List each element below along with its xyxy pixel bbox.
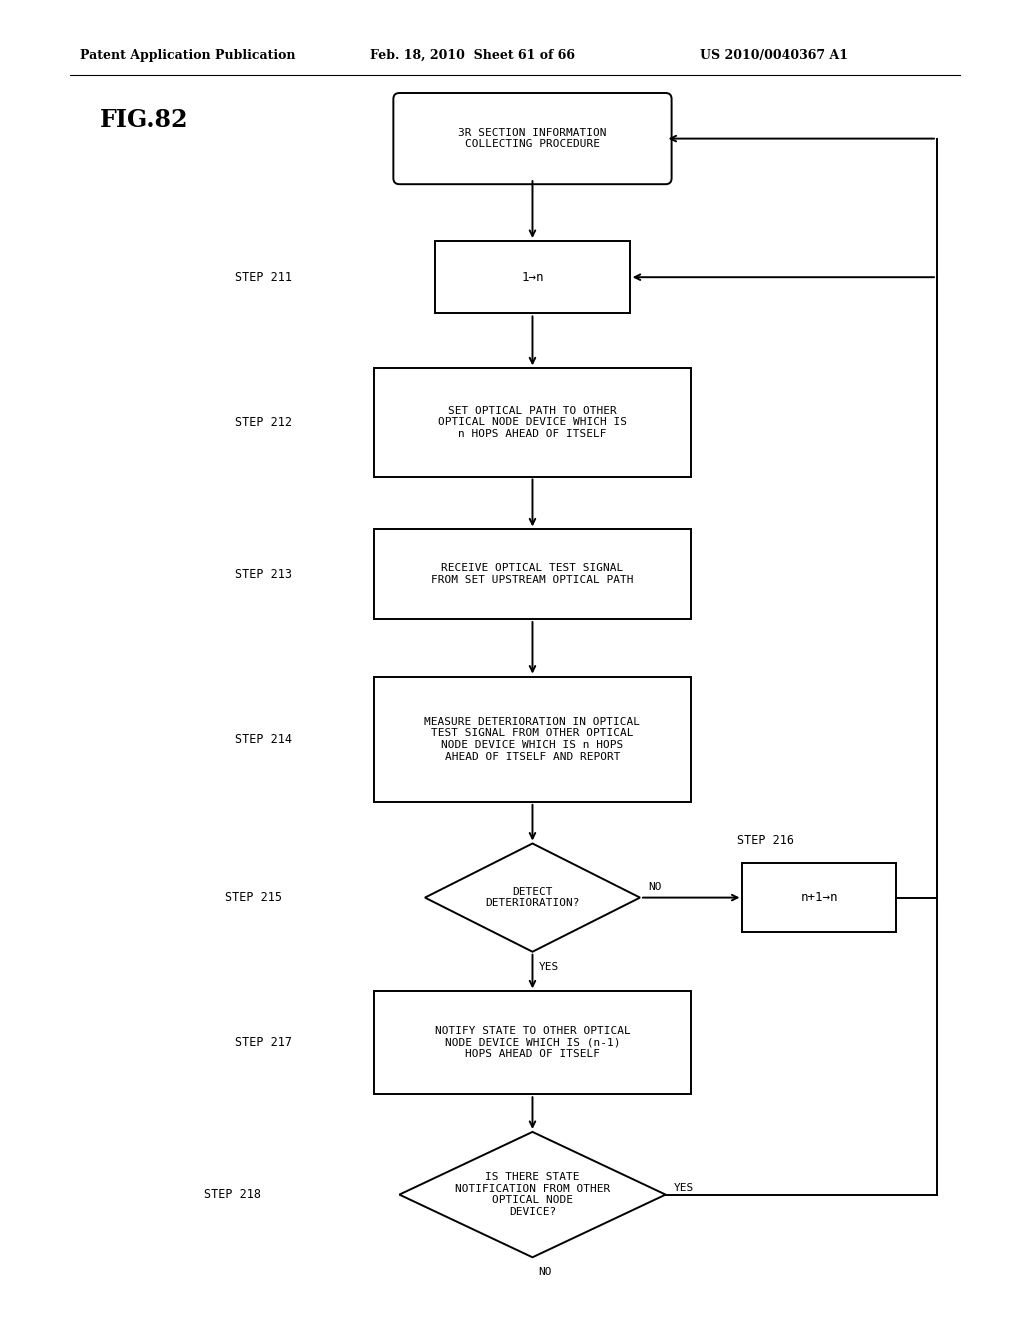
- Text: Patent Application Publication: Patent Application Publication: [80, 49, 296, 62]
- Text: NOTIFY STATE TO OTHER OPTICAL
NODE DEVICE WHICH IS (n-1)
HOPS AHEAD OF ITSELF: NOTIFY STATE TO OTHER OPTICAL NODE DEVIC…: [434, 1026, 631, 1060]
- Bar: [435, 240, 630, 313]
- FancyBboxPatch shape: [393, 92, 672, 185]
- Bar: [374, 529, 691, 619]
- Text: STEP 212: STEP 212: [234, 416, 292, 429]
- Text: 3R SECTION INFORMATION
COLLECTING PROCEDURE: 3R SECTION INFORMATION COLLECTING PROCED…: [458, 128, 607, 149]
- Bar: [374, 368, 691, 477]
- Text: RECEIVE OPTICAL TEST SIGNAL
FROM SET UPSTREAM OPTICAL PATH: RECEIVE OPTICAL TEST SIGNAL FROM SET UPS…: [431, 564, 634, 585]
- Text: 1→n: 1→n: [521, 271, 544, 284]
- Text: DETECT
DETERIORATION?: DETECT DETERIORATION?: [485, 887, 580, 908]
- Text: STEP 213: STEP 213: [234, 568, 292, 581]
- Bar: [374, 676, 691, 801]
- Text: STEP 217: STEP 217: [234, 1036, 292, 1049]
- Text: US 2010/0040367 A1: US 2010/0040367 A1: [700, 49, 848, 62]
- Text: FIG.82: FIG.82: [100, 108, 188, 132]
- Bar: [742, 863, 896, 932]
- Text: NO: NO: [539, 1267, 552, 1278]
- Text: YES: YES: [539, 962, 559, 972]
- Text: STEP 216: STEP 216: [737, 834, 795, 847]
- Text: SET OPTICAL PATH TO OTHER
OPTICAL NODE DEVICE WHICH IS
n HOPS AHEAD OF ITSELF: SET OPTICAL PATH TO OTHER OPTICAL NODE D…: [438, 405, 627, 440]
- Text: n+1→n: n+1→n: [801, 891, 838, 904]
- Text: NO: NO: [648, 882, 662, 891]
- Polygon shape: [399, 1131, 666, 1257]
- Text: IS THERE STATE
NOTIFICATION FROM OTHER
OPTICAL NODE
DEVICE?: IS THERE STATE NOTIFICATION FROM OTHER O…: [455, 1172, 610, 1217]
- Text: MEASURE DETERIORATION IN OPTICAL
TEST SIGNAL FROM OTHER OPTICAL
NODE DEVICE WHIC: MEASURE DETERIORATION IN OPTICAL TEST SI…: [425, 717, 640, 762]
- Text: YES: YES: [674, 1183, 694, 1192]
- Bar: [374, 991, 691, 1094]
- Text: STEP 214: STEP 214: [234, 733, 292, 746]
- Polygon shape: [425, 843, 640, 952]
- Text: STEP 211: STEP 211: [234, 271, 292, 284]
- Text: STEP 215: STEP 215: [224, 891, 282, 904]
- Text: Feb. 18, 2010  Sheet 61 of 66: Feb. 18, 2010 Sheet 61 of 66: [370, 49, 575, 62]
- Text: STEP 218: STEP 218: [204, 1188, 261, 1201]
